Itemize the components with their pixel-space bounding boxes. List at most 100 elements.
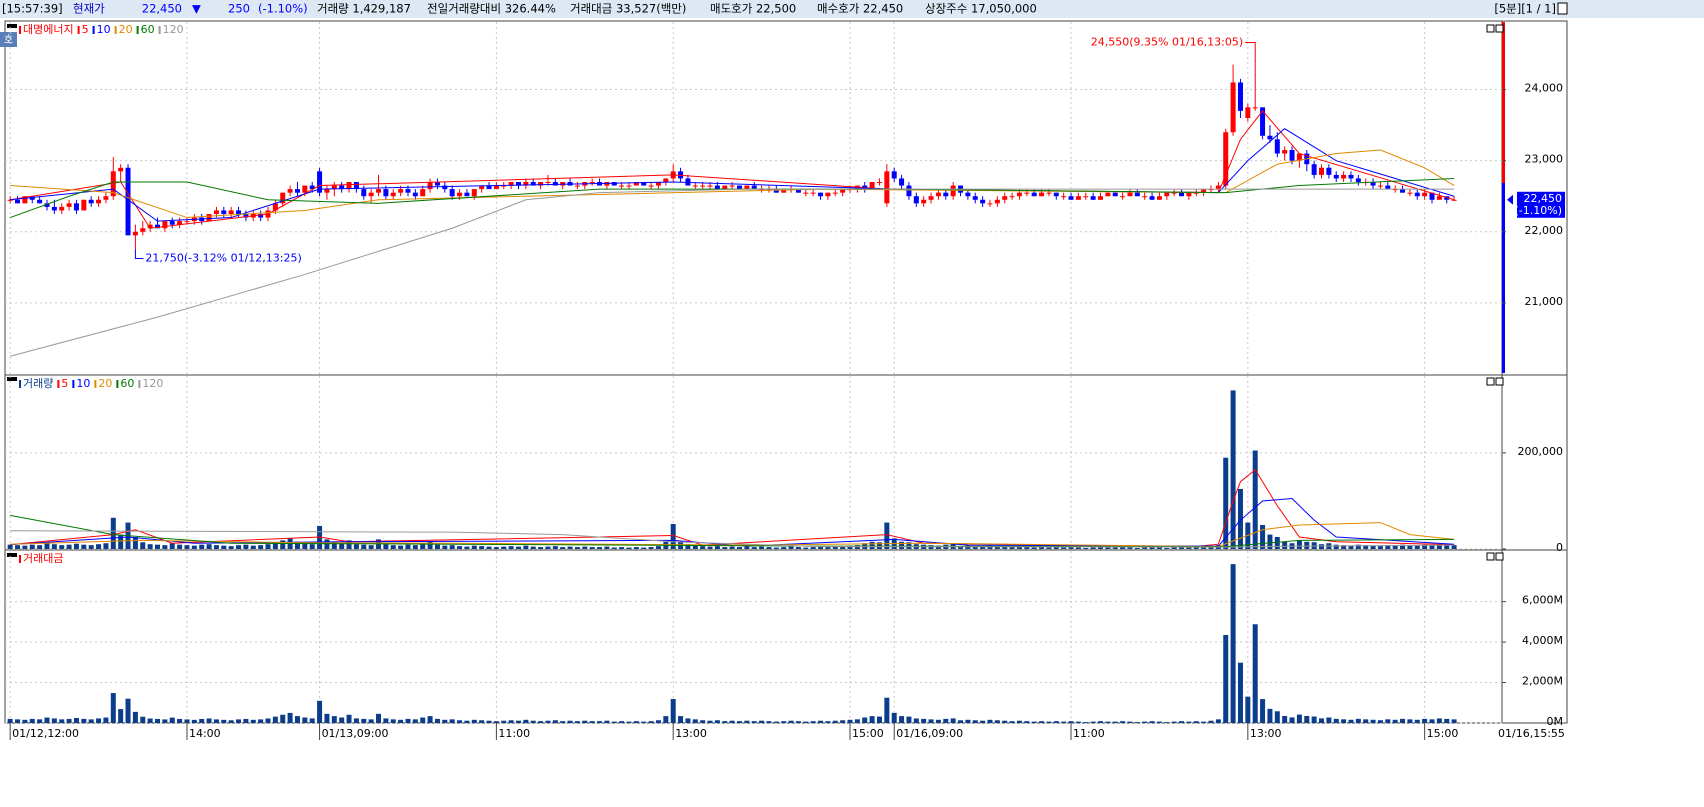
candle-body [906,185,912,197]
candle-body [899,178,905,186]
candle-body [184,221,190,223]
bar [626,547,632,549]
y-tick-label: 2,000M [1522,675,1563,688]
bar [346,714,352,723]
header-change: 250 [228,2,250,16]
bar [59,719,65,723]
bar [1127,547,1133,549]
bar [648,721,654,723]
candle-body [376,189,382,193]
legend-swatch [77,26,80,34]
bar [29,544,35,549]
close-button[interactable] [1495,24,1504,33]
panel-buttons[interactable] [1486,24,1504,561]
header-menu-icon[interactable] [1557,2,1568,15]
legend-swatch [138,380,141,388]
annotation-connector [134,249,144,260]
bar [1112,547,1118,549]
bar [420,717,426,723]
candle-body [1009,196,1015,198]
bar [619,547,625,549]
candle-body [442,185,448,190]
candle-body [272,203,278,211]
bar [191,545,197,549]
bar [818,546,824,549]
x-tick-label: 01/16,09:00 [896,727,963,740]
bar [825,547,831,549]
bar [1097,721,1103,723]
candle-body [840,189,846,193]
max-button[interactable] [1486,377,1495,386]
candle-body [1053,192,1059,197]
bar [236,719,242,723]
annotation-label: 24,550(9.35% 01/16,13:05) [1091,35,1243,48]
bar [862,717,868,723]
bar [1326,717,1332,723]
candle-body [773,189,779,193]
bar [965,545,971,549]
bar [832,546,838,549]
candle-body [280,192,286,204]
bar [1363,719,1369,723]
candle-body [59,206,65,211]
candle-body [648,185,654,187]
candle-body [891,171,897,179]
candle-body [832,192,838,194]
bar [1392,545,1398,549]
candle-body [7,199,13,201]
close-button[interactable] [1495,377,1504,386]
close-button[interactable] [1495,552,1504,561]
candle-body [619,185,625,187]
bar [1451,719,1457,723]
bar [1385,719,1391,723]
bar [1223,457,1229,549]
candle-body [1186,192,1192,197]
moving-average-line [10,514,1455,548]
candle-body [729,185,735,187]
last-price-label: 22,450 [1524,192,1563,205]
candle-body [1127,192,1133,197]
bar [825,721,831,723]
bar [81,718,87,723]
moving-average-line [10,530,1455,548]
candle-body [508,182,514,186]
bar [1260,524,1266,549]
bar [1267,534,1273,549]
max-button[interactable] [1486,24,1495,33]
badge-text[interactable]: 호 [4,34,13,46]
bar [965,719,971,723]
bar [987,545,993,549]
bar [177,544,183,549]
bar [832,720,838,723]
bar [1252,624,1258,723]
bar [73,543,79,549]
bar [1164,722,1170,723]
bar [287,712,293,723]
candle-body [353,182,359,190]
bar [1377,546,1383,549]
legend-swatch [114,26,117,34]
bar [457,720,463,723]
bar [383,544,389,549]
bar [147,718,153,723]
bar [96,718,102,723]
bar [781,721,787,723]
bar [1009,721,1015,723]
header-period[interactable]: [5분][1 / 1] [1494,2,1556,16]
bar [840,546,846,549]
bar [471,545,477,549]
candle-body [1061,196,1067,198]
bar [641,721,647,723]
bar [803,721,809,723]
bar [361,718,367,723]
bar [331,716,337,723]
max-button[interactable] [1486,552,1495,561]
bar [582,720,588,723]
bar [184,545,190,549]
candle-body [324,189,330,193]
candle-body [66,203,72,207]
bar [655,720,661,723]
bar [427,541,433,549]
bar [707,720,713,723]
badge[interactable] [0,32,17,47]
